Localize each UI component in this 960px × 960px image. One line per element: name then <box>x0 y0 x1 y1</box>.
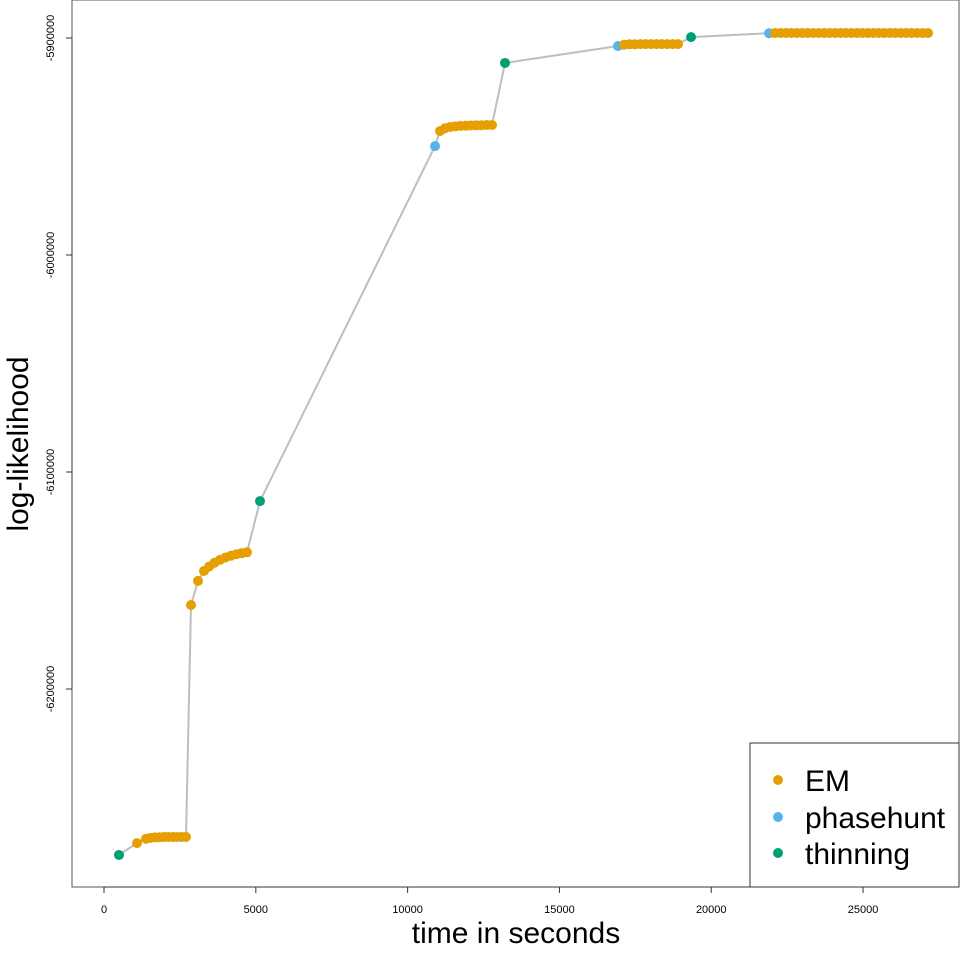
data-point-thinning <box>686 32 697 43</box>
y-tick-label: -6200000 <box>45 666 57 713</box>
x-tick-label: 15000 <box>544 904 575 916</box>
x-tick-label: 25000 <box>848 904 879 916</box>
y-tick-label: -6000000 <box>45 232 57 279</box>
legend: EM phasehunt thinning <box>749 742 960 888</box>
data-point-em <box>242 547 253 558</box>
legend-box <box>749 742 960 888</box>
data-point-em <box>180 831 191 842</box>
data-point-thinning <box>500 57 511 68</box>
data-point-phasehunt <box>430 141 441 152</box>
legend-marker-phasehunt <box>773 812 783 822</box>
data-point-em <box>923 28 934 39</box>
y-tick-label: -6100000 <box>45 449 57 496</box>
data-point-em <box>673 39 684 50</box>
legend-label-em: EM <box>805 765 850 798</box>
data-point-em <box>487 120 498 131</box>
legend-marker-thinning <box>773 848 783 858</box>
legend-marker-em <box>773 775 783 785</box>
x-tick-label: 0 <box>101 904 107 916</box>
data-point-em <box>193 575 204 586</box>
data-point-em <box>132 838 143 849</box>
data-point-thinning <box>113 850 124 861</box>
y-axis-title: log-likelihood <box>2 356 35 531</box>
x-axis: 0 5000 10000 15000 20000 25000 <box>101 886 879 916</box>
legend-label-thinning: thinning <box>805 838 910 871</box>
x-tick-label: 10000 <box>392 904 423 916</box>
data-point-thinning <box>254 496 265 507</box>
x-tick-label: 20000 <box>696 904 727 916</box>
data-points <box>113 28 934 861</box>
y-axis: -5900000 -6000000 -6100000 -6200000 <box>45 15 73 713</box>
series-line <box>118 32 928 856</box>
legend-label-phasehunt: phasehunt <box>805 802 946 835</box>
x-tick-label: 5000 <box>244 904 268 916</box>
y-tick-label: -5900000 <box>45 15 57 62</box>
data-point-em <box>186 600 197 611</box>
x-axis-title: time in seconds <box>412 917 620 950</box>
